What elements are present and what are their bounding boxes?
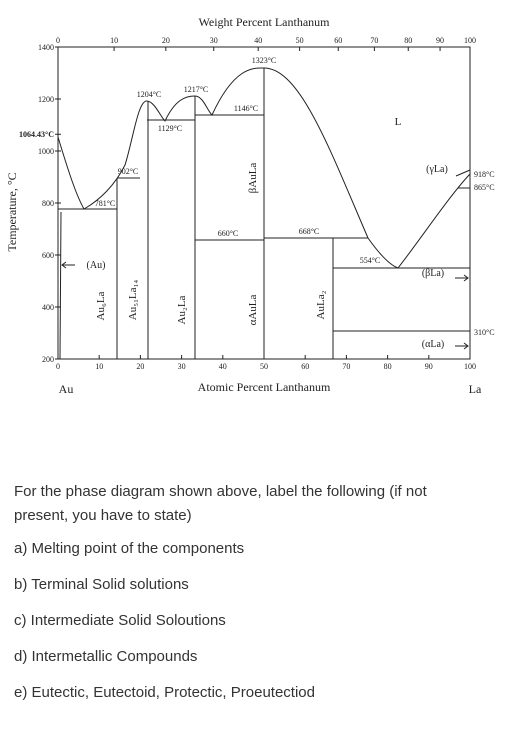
top-tick-label: 70: [370, 36, 378, 45]
top-tick-label: 50: [296, 36, 304, 45]
left-end: Au: [59, 382, 74, 396]
x-tick-label: 90: [425, 362, 433, 371]
phase-label: AuLa₂: [315, 290, 327, 319]
annotation: 781°C: [95, 199, 116, 208]
compound-lines: [59, 68, 334, 360]
top-axis-label: Weight Percent Lanthanum: [199, 15, 331, 29]
top-tick-label: 90: [436, 36, 444, 45]
annotation: 1323°C: [252, 56, 277, 65]
x-tick-label: 60: [301, 362, 309, 371]
x-tick-label: 70: [342, 362, 350, 371]
x-tick-label: 40: [219, 362, 227, 371]
top-tick-label: 0: [56, 36, 60, 45]
annotation: 1146°C: [234, 104, 258, 113]
x-tick-label: 80: [384, 362, 392, 371]
phase-label: Au₅₁La₁₄: [127, 280, 139, 321]
phase-label: Au₂La: [176, 295, 188, 324]
question-prompt: For the phase diagram shown above, label…: [14, 483, 427, 524]
top-tick-label: 80: [404, 36, 412, 45]
top-tick-label: 10: [110, 36, 118, 45]
arrows: [61, 169, 471, 350]
question-item: d) Intermetallic Compounds: [14, 648, 198, 665]
y-tick-label: 800: [42, 199, 54, 208]
x-tick-label: 30: [178, 362, 186, 371]
y-tick-label: 1064.43°C: [19, 130, 54, 139]
y-axis-label: Temperature, °C: [5, 172, 19, 251]
y-tick-label: 200: [42, 355, 54, 364]
annotation: (βLa): [422, 268, 444, 279]
x-tick-label: 10: [95, 362, 103, 371]
annotation: 310°C: [474, 328, 495, 337]
diagram-lines: [57, 46, 471, 360]
annotation: 865°C: [474, 183, 495, 192]
annotation: (Au): [87, 260, 106, 271]
annotation: 1204°C: [137, 90, 162, 99]
phase-label: Au₆La: [95, 291, 107, 320]
y-tick-label: 400: [42, 303, 54, 312]
annotation: 668°C: [299, 227, 320, 236]
top-tick-label: 40: [254, 36, 262, 45]
phase-label: αAuLa: [247, 294, 259, 325]
question-item: b) Terminal Solid solutions: [14, 576, 189, 593]
y-tick-label: 1200: [38, 95, 54, 104]
x-tick-label: 0: [56, 362, 60, 371]
annotation: 1217°C: [184, 85, 209, 94]
right-end: La: [469, 382, 482, 396]
y-tick-label: 600: [42, 251, 54, 260]
top-tick-label: 20: [162, 36, 170, 45]
x-tick-label: 20: [136, 362, 144, 371]
top-tick-label: 60: [334, 36, 342, 45]
y-tick-label: 1400: [38, 43, 54, 52]
y-tick-label: 1000: [38, 147, 54, 156]
annotation: L: [395, 116, 402, 128]
annotation: (γLa): [426, 164, 448, 175]
question-item: a) Melting point of the components: [14, 540, 245, 557]
question-item: c) Intermediate Solid Soloutions: [14, 612, 226, 629]
bottom-axis-label: Atomic Percent Lanthanum: [198, 380, 331, 394]
annotation: 918°C: [474, 170, 495, 179]
liquidus: [57, 67, 471, 269]
x-tick-label: 100: [464, 362, 476, 371]
annotation: 902°C: [118, 167, 139, 176]
phase-diagram: Weight Percent Lanthanum Atomic Percent …: [5, 15, 495, 396]
annotation: 1129°C: [158, 124, 182, 133]
question-item: e) Eutectic, Eutectoid, Protectic, Proeu…: [14, 684, 315, 701]
top-tick-label: 100: [464, 36, 476, 45]
annotation: 660°C: [218, 229, 239, 238]
annotation: 554°C: [360, 256, 381, 265]
x-tick-label: 50: [260, 362, 268, 371]
annotation: (αLa): [422, 339, 444, 350]
top-tick-label: 30: [210, 36, 218, 45]
isotherms: [58, 114, 470, 332]
phase-label: βAuLa: [247, 163, 259, 194]
